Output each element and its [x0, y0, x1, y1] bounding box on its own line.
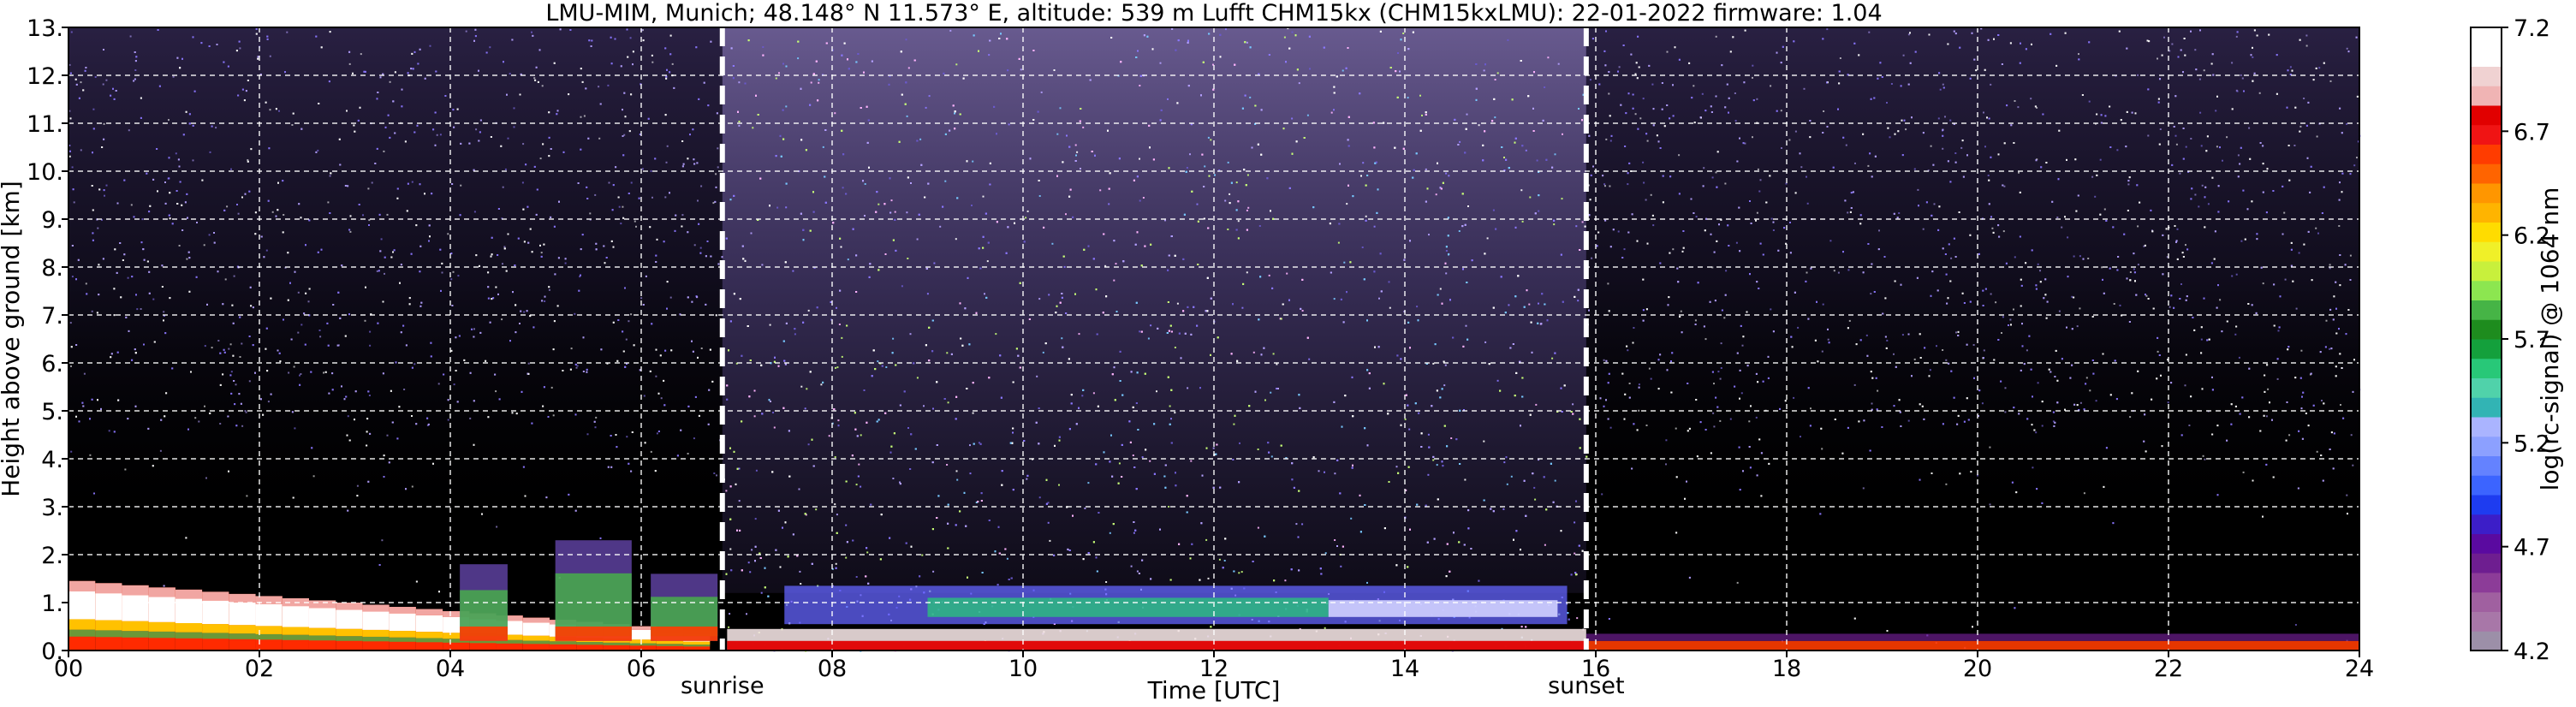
y-tick-label: 9.	[41, 207, 63, 234]
y-tick-label: 1.	[41, 591, 63, 617]
chart-title: LMU-MIM, Munich; 48.148° N 11.573° E, al…	[545, 0, 1882, 27]
night-noise-right	[1585, 27, 2359, 531]
y-tick-label: 2.	[41, 543, 63, 569]
colorbar-band	[2471, 436, 2502, 456]
colorbar-band	[2471, 163, 2502, 184]
y-tick-label: 3.	[41, 495, 63, 521]
colorbar-band	[2471, 124, 2502, 145]
x-tick-label: 18	[1772, 656, 1801, 682]
colorbar-band	[2471, 377, 2502, 398]
y-tick-label: 0.	[41, 639, 63, 665]
y-tick-label: 5.	[41, 399, 63, 425]
x-tick-label: 02	[245, 656, 274, 682]
colorbar-band	[2471, 358, 2502, 378]
colorbar-band	[2471, 319, 2502, 340]
colorbar-band	[2471, 495, 2502, 515]
x-tick-label: 00	[54, 656, 83, 682]
x-tick-label: 12	[1199, 656, 1229, 682]
colorbar: 4.2 4.7 5.2 5.7 6.2 6.7 7.2 log(rc-signal) @ 1…	[2470, 15, 2564, 665]
colorbar-tick-label: 4.2	[2514, 639, 2550, 665]
colorbar-band	[2471, 300, 2502, 320]
colorbar-band	[2471, 591, 2502, 612]
colorbar-band	[2471, 533, 2502, 554]
colorbar-tick-label: 4.7	[2514, 535, 2550, 561]
colorbar-band	[2471, 261, 2502, 282]
y-tick-label: 8.	[41, 255, 63, 282]
x-tick-label: 08	[818, 656, 847, 682]
y-tick-label: 4.	[41, 447, 63, 473]
colorbar-label: log(rc-signal) @ 1064 nm	[2536, 187, 2564, 491]
daytime-noise	[722, 27, 1586, 593]
colorbar-band	[2471, 339, 2502, 359]
colorbar-tick-label: 7.2	[2514, 15, 2550, 42]
colorbar-band	[2471, 397, 2502, 418]
y-tick-label: 11.	[27, 111, 63, 138]
colorbar-ticks: 4.2 4.7 5.2 5.7 6.2 6.7 7.2	[2502, 15, 2550, 665]
colorbar-band	[2471, 631, 2502, 651]
colorbar-band	[2471, 183, 2502, 204]
colorbar-band	[2471, 241, 2502, 262]
colorbar-band	[2471, 66, 2502, 86]
x-axis-ticks: 00 02 04 06 08 10 12 14 16 18 20 22 24	[54, 651, 2374, 682]
x-tick-label: 16	[1581, 656, 1610, 682]
colorbar-band	[2471, 553, 2502, 573]
colorbar-band	[2471, 475, 2502, 496]
sunset-label: sunset	[1548, 673, 1625, 699]
colorbar-band	[2471, 611, 2502, 632]
colorbar-band	[2471, 514, 2502, 534]
y-axis-label: Height above ground [km]	[0, 181, 25, 497]
colorbar-band	[2471, 27, 2502, 48]
colorbar-band	[2471, 455, 2502, 476]
colorbar-band	[2471, 86, 2502, 106]
colorbar-tick-label: 6.2	[2514, 223, 2550, 250]
x-axis-label: Time [UTC]	[1147, 676, 1281, 704]
colorbar-band	[2471, 202, 2502, 223]
boundary-layer-signal	[68, 540, 2359, 651]
x-tick-label: 20	[1963, 656, 1992, 682]
colorbar-band	[2471, 222, 2502, 242]
x-tick-label: 22	[2154, 656, 2183, 682]
colorbar-band	[2471, 144, 2502, 164]
x-tick-label: 10	[1008, 656, 1038, 682]
x-tick-label: 06	[627, 656, 656, 682]
colorbar-band	[2471, 573, 2502, 593]
colorbar-band	[2471, 46, 2502, 67]
colorbar-tick-label: 5.2	[2514, 431, 2550, 457]
y-tick-label: 10.	[27, 159, 63, 186]
x-tick-label: 14	[1390, 656, 1419, 682]
y-axis-ticks: 0. 1. 2. 3. 4. 5. 6. 7. 8. 9. 10. 11. 12. 13.	[27, 15, 68, 665]
plot-area	[68, 27, 2361, 652]
grid-lines	[68, 27, 2360, 651]
night-noise-left	[68, 27, 723, 531]
y-tick-label: 12.	[27, 63, 63, 90]
y-tick-label: 13.	[27, 15, 63, 42]
y-tick-label: 7.	[41, 303, 63, 330]
x-tick-label: 04	[436, 656, 465, 682]
y-tick-label: 6.	[41, 351, 63, 377]
sunrise-label: sunrise	[681, 673, 764, 699]
x-tick-label: 24	[2345, 656, 2374, 682]
colorbar-tick-label: 5.7	[2514, 327, 2550, 354]
colorbar-band	[2471, 105, 2502, 126]
colorbar-band	[2471, 280, 2502, 300]
colorbar-bands	[2471, 27, 2502, 651]
colorbar-band	[2471, 417, 2502, 437]
colorbar-tick-label: 6.7	[2514, 119, 2550, 146]
